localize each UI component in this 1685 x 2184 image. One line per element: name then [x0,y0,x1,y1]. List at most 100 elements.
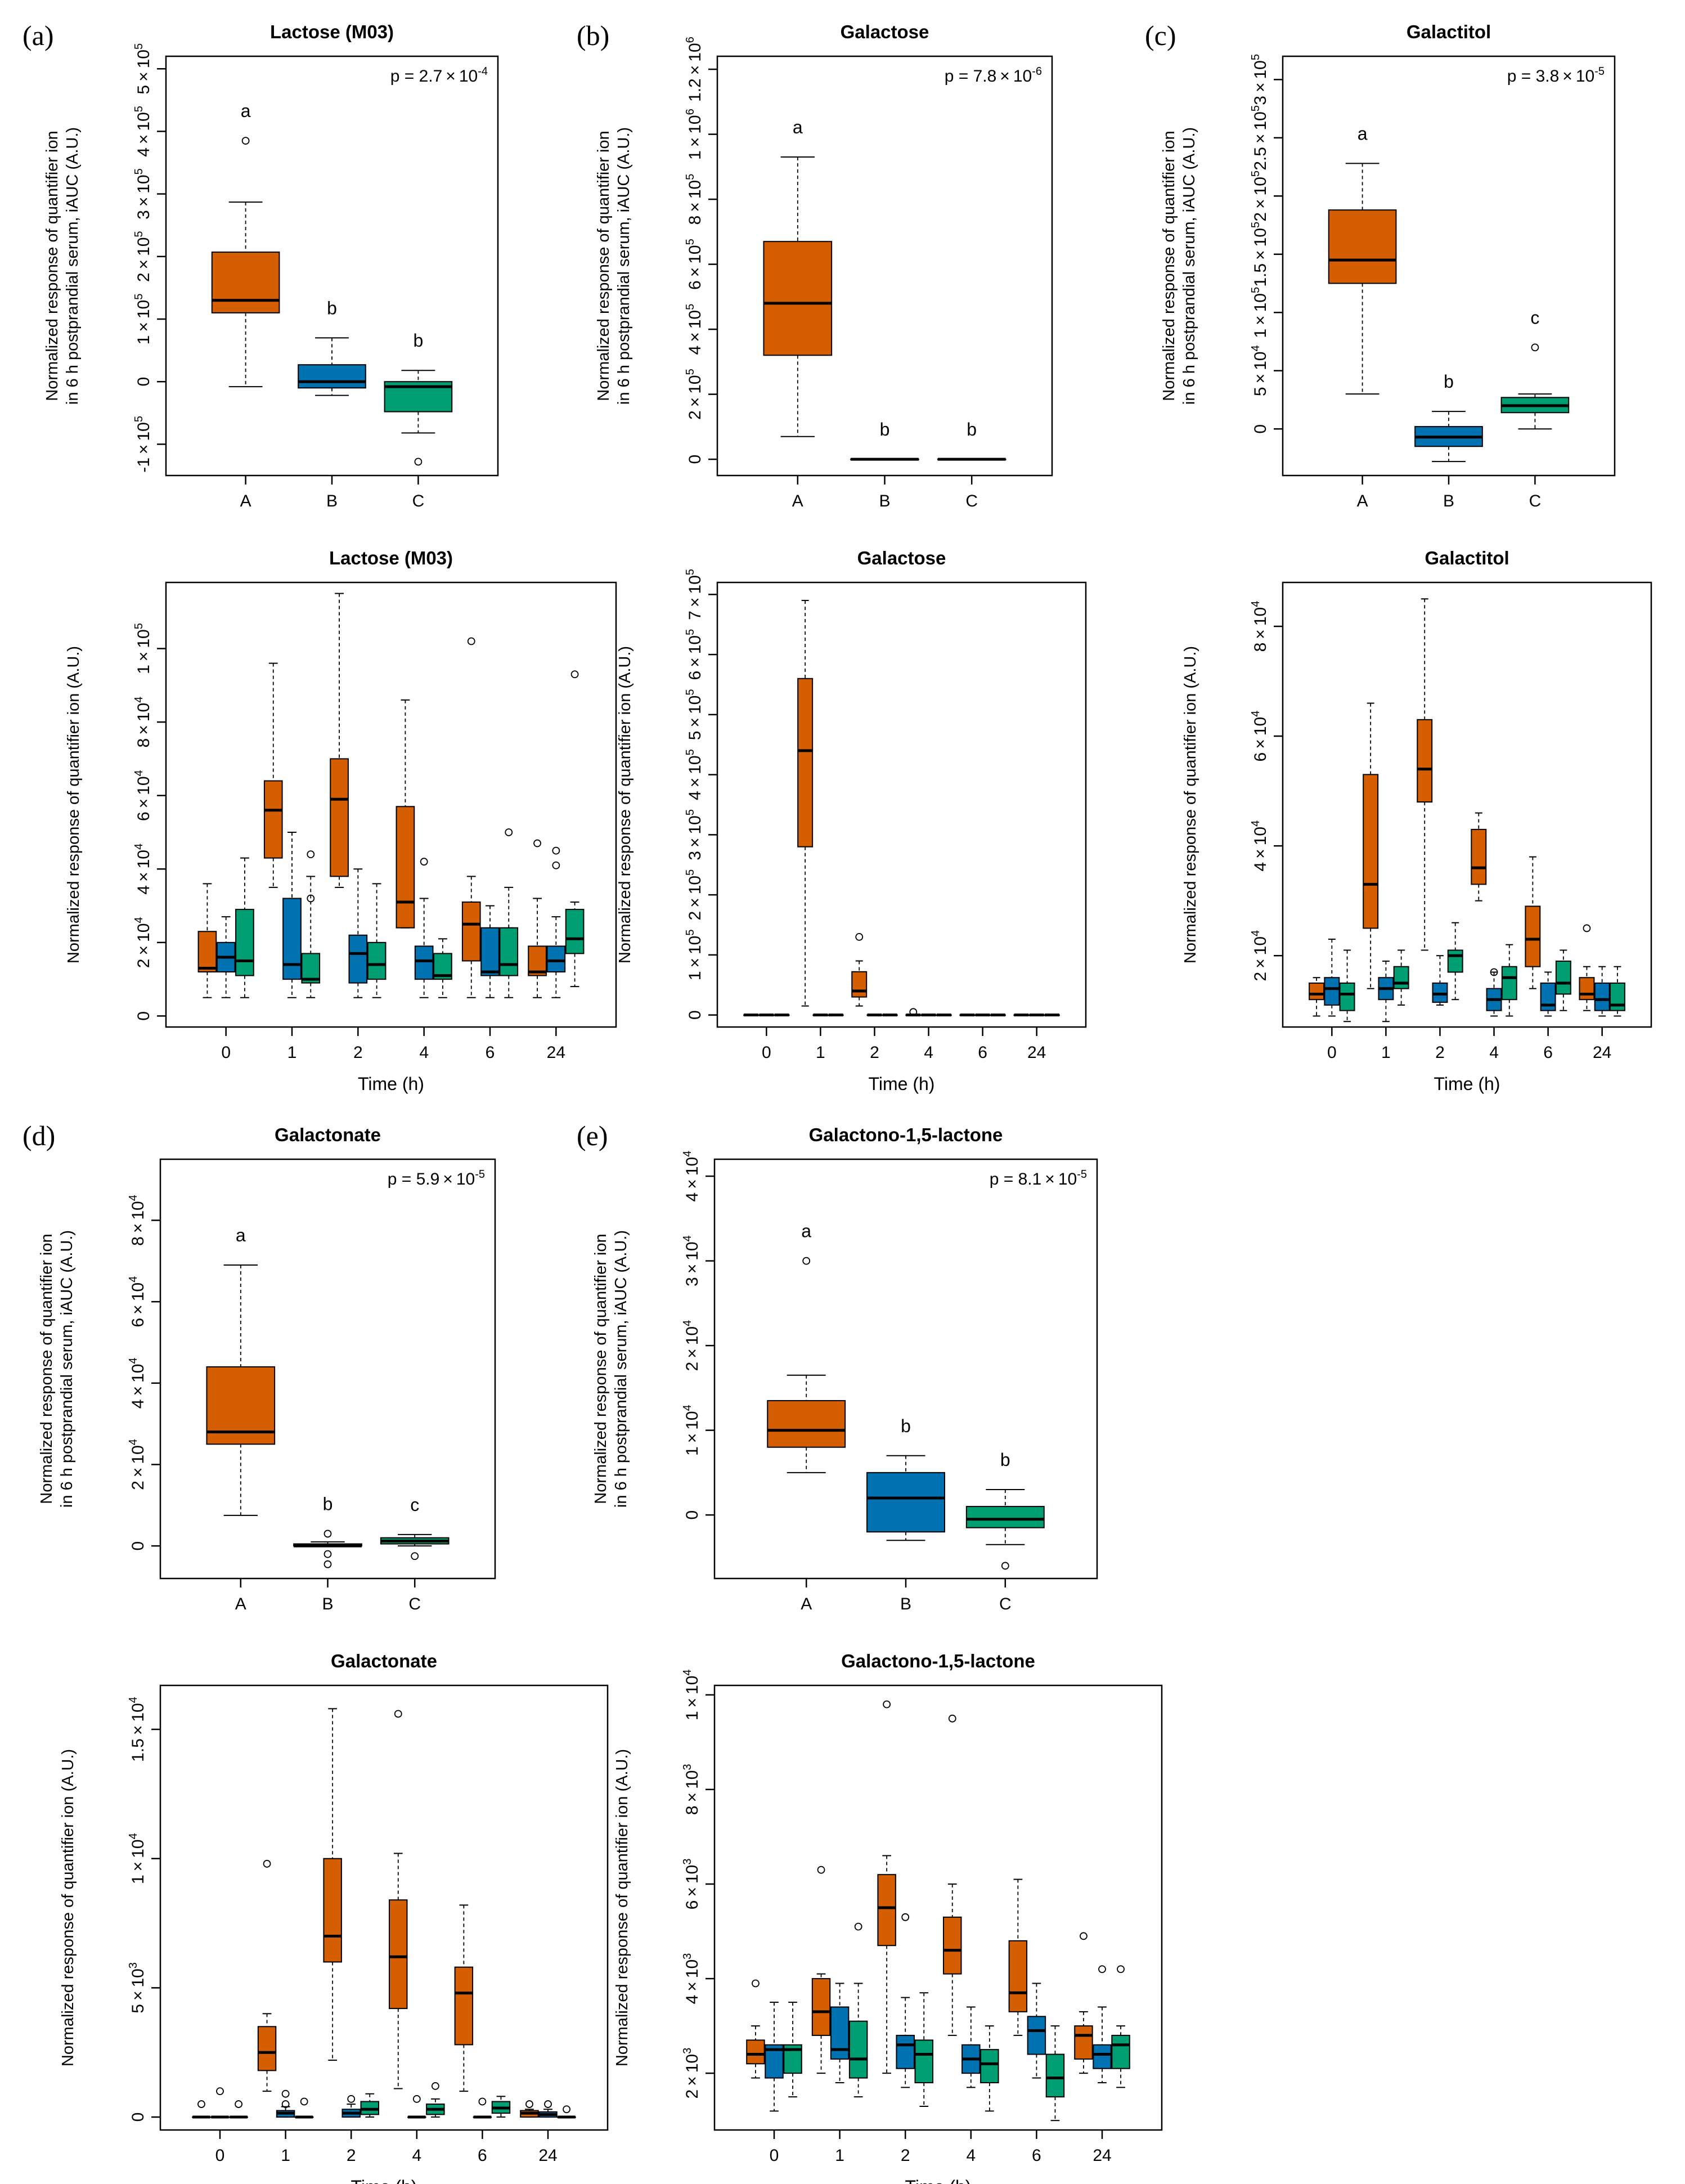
outlier-point [552,846,560,855]
panel-b-bottom: Galactose 0 1 × 105 2 × 105 3 × 105 4 × 105 5 … [616,548,1087,1094]
iqr-box [851,971,868,998]
chart-title: Galactono-1,5-lactone [841,1651,1035,1671]
box-A: a [211,101,280,388]
y-tick-label: 0 [129,1541,147,1551]
iqr-box [499,927,519,976]
x-tick-label: 2 [901,2146,910,2165]
y-tick-label: 5 × 104 [1250,345,1270,396]
iqr-box [1417,719,1433,803]
x-tick-label: 6 [1543,1043,1553,1062]
outlier-point [323,1550,332,1558]
box-C: b [965,1450,1045,1570]
box-B-t2 [896,1913,915,2088]
panel-c-bottom: Galactitol 2 × 104 4 × 104 6 × 104 8 × 104 No… [1181,548,1652,1094]
x-tick-label: 4 [966,2146,976,2165]
chart-title: Galactonate [331,1651,437,1671]
box-B-t4 [407,2095,426,2119]
box-C-t6 [499,828,519,998]
x-tick-label: C [1529,492,1542,510]
iqr-box [257,2026,277,2071]
y-tick-label: 6 × 105 [684,629,704,680]
chart-title: Galactonate [275,1124,381,1145]
box-B-t1 [812,1013,829,1017]
y-tick-label: 2.5 × 105 [1250,105,1270,171]
y-axis-label: Normalized response of quantifier ion (A… [1181,646,1199,963]
box-C-t2 [882,1013,898,1017]
box-A-t24 [528,839,547,998]
chart-title: Galactitol [1425,548,1509,568]
box-C-t1 [848,1922,868,2098]
outlier-point [412,2095,421,2103]
iqr-box [348,934,368,984]
iqr-box [1324,977,1340,1006]
iqr-box [1501,966,1517,1001]
x-axis-label: Time (h) [351,2177,417,2184]
y-tick-label: 1 × 105 [133,294,153,345]
box-A-t1 [811,1865,831,2074]
box-C-t24 [1111,1965,1130,2088]
x-tick-label: 1 [287,1043,297,1062]
p-value: p = 2.7 × 10-4 [390,65,488,86]
box-A-t6 [1525,856,1541,989]
x-tick-label: 24 [1593,1043,1611,1062]
outlier-point [854,1922,862,1931]
box-C-t4 [426,2082,445,2118]
outlier-point [570,670,579,679]
y-tick-label: 5 × 105 [133,43,153,95]
x-axis-label: Time (h) [1434,1074,1500,1094]
box-B-t6 [974,1013,991,1017]
y-tick-label: 0 [683,1510,702,1520]
iqr-box [896,2034,915,2069]
y-axis-label: Normalized response of quantifier ion [43,131,61,401]
box-A-t1 [1363,702,1379,989]
iqr-box [1074,2025,1093,2060]
y-axis-label: in 6 h postprandial serum, iAUC (A.U.) [64,127,82,405]
significance-letter: b [323,1494,333,1514]
y-axis-label: in 6 h postprandial serum, iAUC (A.U.) [58,1230,76,1508]
iqr-box [565,909,585,954]
iqr-box [323,1858,342,1963]
x-axis-label: Time (h) [358,1074,424,1094]
x-axis-label: Time (h) [905,2177,972,2184]
box-B: b [298,298,366,396]
x-tick-label: B [322,1595,333,1613]
y-tick-label: 4 × 104 [681,1151,702,1202]
outlier-point [817,1865,825,1874]
outlier-point [1531,343,1539,352]
significance-letter: b [967,419,977,440]
outlier-point [467,637,475,645]
panel-e-top: (e) Galactono-1,5-lactone 0 1 × 104 2 × 104 3… [577,1120,1098,1613]
x-tick-label: A [240,492,251,510]
y-tick-label: 1 × 104 [681,1405,702,1456]
outlier-point [307,850,315,859]
iqr-box [1027,2016,1046,2055]
panel-label: (a) [23,20,54,51]
plot-frame [713,1684,1163,2131]
box-C-t1 [1393,949,1409,1006]
outlier-point [948,1714,956,1723]
y-tick-label: 8 × 104 [133,697,153,748]
y-tick-label: 6 × 104 [127,1276,147,1328]
box-A-t2 [330,593,349,888]
box-C: c [1500,307,1570,430]
y-axis-label: Normalized response of quantifier ion (A… [616,646,634,963]
plot-frame [1282,581,1652,1028]
y-tick-label: 2 × 104 [133,917,153,968]
outlier-point [855,932,864,941]
y-axis-label: Normalized response of quantifier ion [592,1234,610,1504]
y-tick-label: 5 × 105 [684,689,704,741]
y-tick-label: 8 × 103 [681,1764,702,1815]
box-A-t0 [746,1979,765,2079]
box-B-t6 [1540,971,1556,1017]
box-B-t24 [1093,1965,1112,2083]
x-tick-label: 1 [835,2146,844,2165]
box-A: a [763,117,833,437]
y-tick-label: 0 [129,2113,147,2122]
y-tick-label: 1 × 105 [133,623,153,674]
y-tick-label: 0 [1251,424,1270,434]
y-tick-label: 1 × 105 [684,930,704,981]
iqr-box [235,909,254,976]
outlier-point [544,2100,552,2108]
x-tick-label: 6 [978,1043,987,1062]
iqr-box [763,241,833,356]
